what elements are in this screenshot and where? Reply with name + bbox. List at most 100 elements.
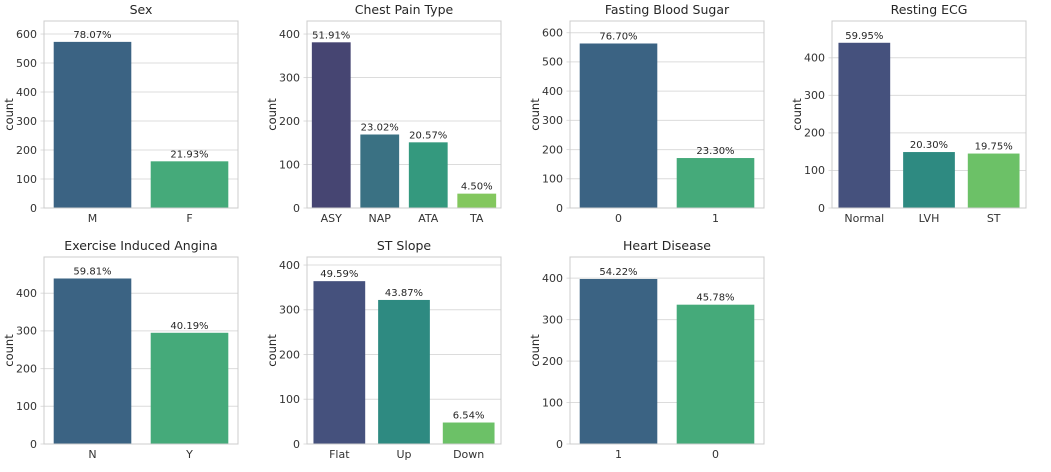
bar-value-label: 78.07% xyxy=(73,30,111,41)
y-axis-label: count xyxy=(528,98,542,131)
y-tick-label: 300 xyxy=(279,71,300,84)
bar-flat xyxy=(313,281,365,444)
y-tick-label: 300 xyxy=(16,325,37,338)
y-tick-label: 100 xyxy=(279,158,300,171)
bar-value-label: 21.93% xyxy=(170,149,208,160)
y-tick-label: 200 xyxy=(542,143,563,156)
bar-value-label: 51.91% xyxy=(312,30,350,41)
x-tick-label: 1 xyxy=(712,212,719,225)
plot-border xyxy=(306,20,502,209)
bar-value-label: 59.95% xyxy=(846,31,884,42)
y-tick-label: 200 xyxy=(279,348,300,361)
bar-down xyxy=(442,422,495,444)
bar-value-label: 4.50% xyxy=(461,182,493,193)
y-tick-label: 200 xyxy=(542,355,563,368)
y-tick-label: 400 xyxy=(542,272,563,285)
subplot-heart-disease: 0 100 200 300 400 54.22% 1 45.78% 0 Heart Disease… xyxy=(528,238,764,461)
chart-title: Heart Disease xyxy=(623,238,711,253)
y-tick-label: 400 xyxy=(279,28,300,41)
bar-value-label: 23.30% xyxy=(696,146,734,157)
y-axis-label: count xyxy=(265,98,279,131)
y-tick-label: 0 xyxy=(818,202,825,215)
y-tick-label: 300 xyxy=(279,304,300,317)
chart-title: Sex xyxy=(130,2,153,17)
x-tick-label: Up xyxy=(396,448,411,461)
x-tick-label: 1 xyxy=(615,448,622,461)
bar-value-label: 45.78% xyxy=(696,293,734,304)
y-axis-label: count xyxy=(265,334,279,367)
plot-border xyxy=(43,256,239,445)
y-tick-label: 500 xyxy=(542,56,563,69)
y-tick-label: 600 xyxy=(16,28,37,41)
bar-n xyxy=(53,278,132,444)
plot-border xyxy=(43,20,239,209)
y-tick-label: 100 xyxy=(279,393,300,406)
subplot-exercise-induced-angina: 0 100 200 300 400 59.81% N 40.19% Y Exercise Indu… xyxy=(2,238,239,461)
x-tick-label: NAP xyxy=(368,212,391,225)
y-axis-label: count xyxy=(790,98,804,131)
plot-border xyxy=(569,20,764,209)
bar-f xyxy=(150,161,229,208)
chart-title: Resting ECG xyxy=(891,2,968,17)
bar-m xyxy=(53,41,132,208)
bar-0 xyxy=(676,304,754,444)
bar-1 xyxy=(579,278,657,444)
bar-value-label: 6.54% xyxy=(453,411,485,422)
chart-title: Exercise Induced Angina xyxy=(64,238,217,253)
x-tick-label: Flat xyxy=(329,448,350,461)
bar-value-label: 49.59% xyxy=(320,269,358,280)
bar-value-label: 43.87% xyxy=(385,288,423,299)
y-tick-label: 300 xyxy=(542,313,563,326)
x-tick-label: ATA xyxy=(418,212,439,225)
y-tick-label: 400 xyxy=(16,287,37,300)
y-tick-label: 400 xyxy=(16,86,37,99)
y-tick-label: 200 xyxy=(804,127,825,140)
subplot-st-slope: 0 100 200 300 400 49.59% Flat 43.87% Up 6.54% Down… xyxy=(265,238,502,461)
y-tick-label: 300 xyxy=(542,114,563,127)
bar-nap xyxy=(360,134,399,208)
x-tick-label: F xyxy=(186,212,192,225)
y-axis-label: count xyxy=(2,334,16,367)
x-tick-label: TA xyxy=(469,212,484,225)
bar-st xyxy=(968,153,1020,208)
y-tick-label: 400 xyxy=(542,85,563,98)
y-tick-label: 0 xyxy=(30,438,37,451)
y-tick-label: 200 xyxy=(16,144,37,157)
bar-up xyxy=(377,299,430,444)
plot-border xyxy=(306,256,502,445)
y-tick-label: 400 xyxy=(279,259,300,272)
y-axis-label: count xyxy=(528,334,542,367)
x-tick-label: Y xyxy=(185,448,193,461)
x-tick-label: 0 xyxy=(712,448,719,461)
chart-title: ST Slope xyxy=(377,238,432,253)
bar-value-label: 76.70% xyxy=(599,31,637,42)
y-tick-label: 300 xyxy=(804,89,825,102)
plot-border xyxy=(831,20,1027,209)
chart-title: Fasting Blood Sugar xyxy=(604,2,729,17)
bar-1 xyxy=(676,158,754,208)
bar-0 xyxy=(579,43,657,208)
x-tick-label: ASY xyxy=(320,212,342,225)
y-tick-label: 500 xyxy=(16,57,37,70)
y-tick-label: 100 xyxy=(16,173,37,186)
x-tick-label: Normal xyxy=(845,212,885,225)
subplot-sex: 0 100 200 300 400 500 600 78.07% M 21.93% F Sex coun… xyxy=(2,2,239,225)
y-tick-label: 100 xyxy=(804,164,825,177)
y-tick-label: 0 xyxy=(30,202,37,215)
bar-value-label: 54.22% xyxy=(599,267,637,278)
bar-value-label: 20.30% xyxy=(910,140,948,151)
y-tick-label: 100 xyxy=(542,173,563,186)
y-tick-label: 100 xyxy=(16,400,37,413)
bar-y xyxy=(150,332,229,444)
subplot-fasting-blood-sugar: 0 100 200 300 400 500 600 76.70% 0 23.30% 1 Fasting… xyxy=(528,2,764,225)
bar-value-label: 19.75% xyxy=(975,142,1013,153)
y-tick-label: 100 xyxy=(542,396,563,409)
y-tick-label: 400 xyxy=(804,52,825,65)
bar-value-label: 40.19% xyxy=(170,321,208,332)
bar-normal xyxy=(838,42,891,209)
y-tick-label: 200 xyxy=(16,362,37,375)
y-tick-label: 0 xyxy=(293,438,300,451)
bar-value-label: 23.02% xyxy=(360,123,398,134)
y-axis-label: count xyxy=(2,98,16,131)
plot-border xyxy=(569,256,764,445)
